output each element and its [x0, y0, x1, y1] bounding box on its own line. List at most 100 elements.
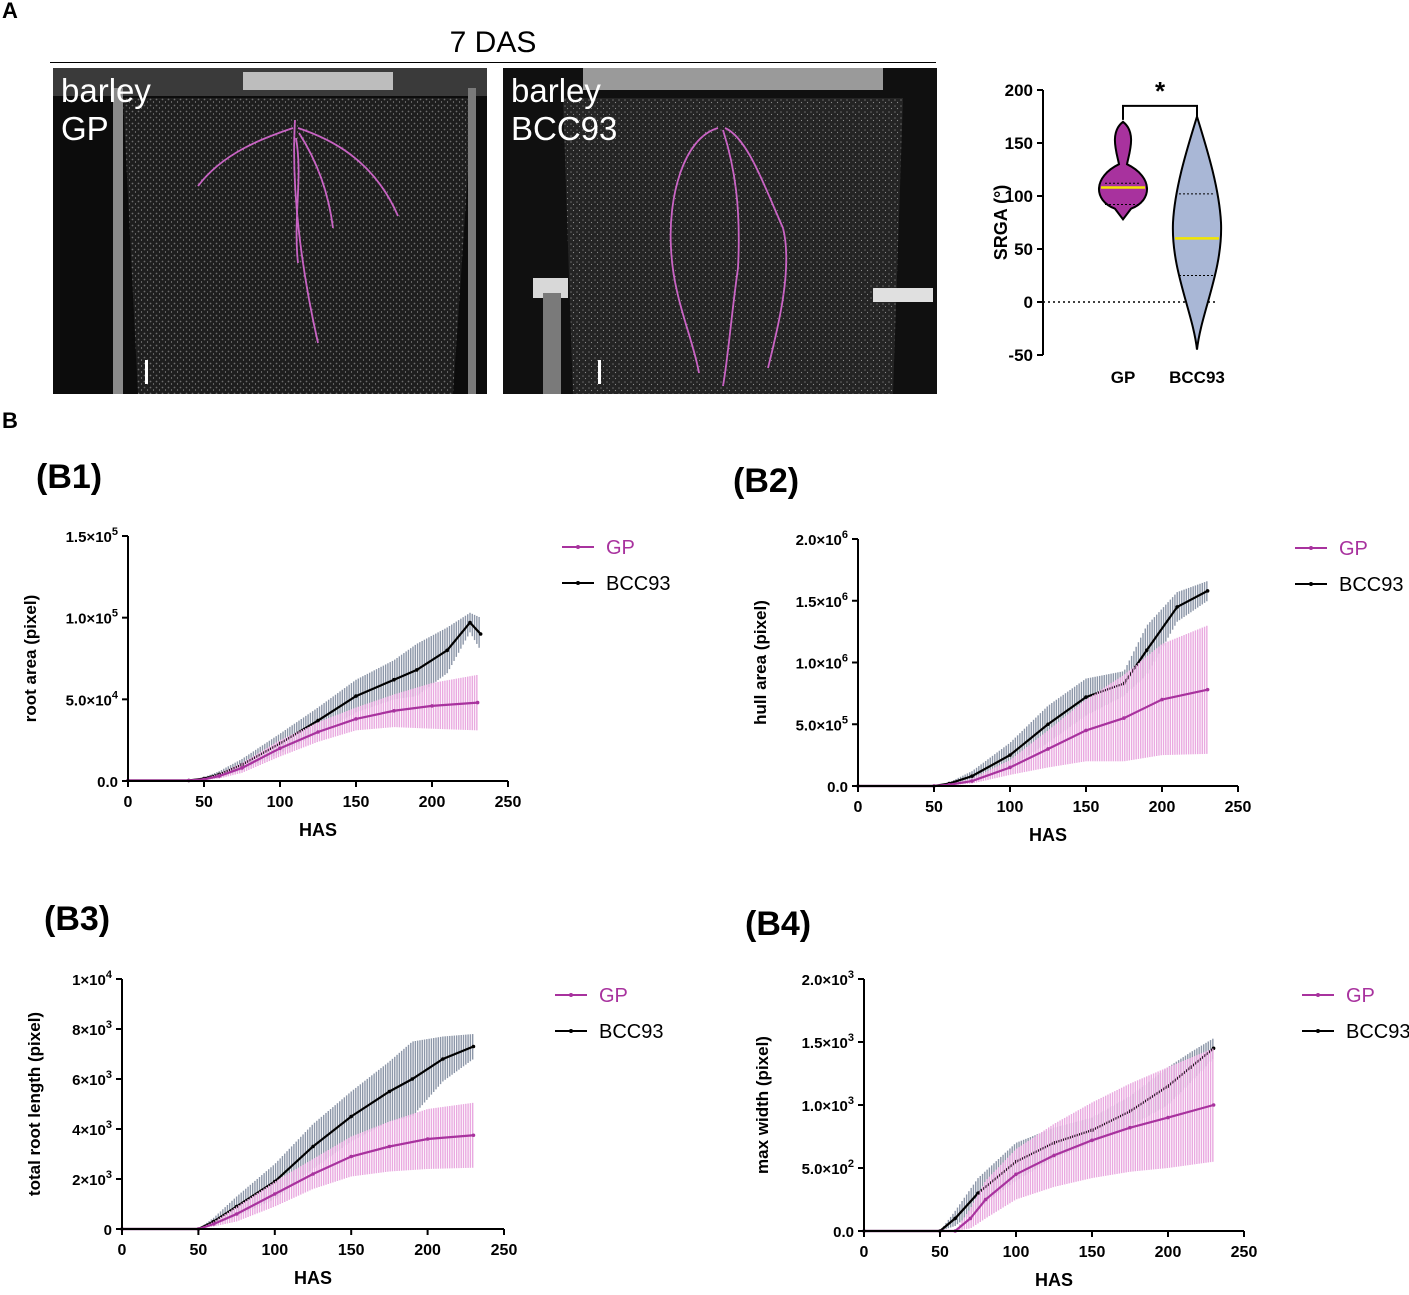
x-tick-label: 200 — [1149, 799, 1176, 816]
series-bcc93-point — [1205, 589, 1210, 593]
series-gp-point — [425, 1137, 430, 1141]
y-axis-label: total root length (pixel) — [25, 1012, 44, 1196]
violin-y-tick-label: -50 — [1008, 346, 1033, 365]
series-gp-point — [968, 1216, 973, 1221]
y-tick-label: 0.0 — [833, 1224, 854, 1241]
y-tick-label: 5.0×102 — [802, 1158, 854, 1178]
x-tick-label: 200 — [419, 794, 446, 811]
y-tick-label: 5.0×104 — [66, 689, 119, 709]
series-gp-point — [1128, 1125, 1132, 1130]
violin-y-tick-label: 200 — [1005, 81, 1033, 100]
y-tick-label: 2.0×103 — [802, 969, 854, 989]
photo-bcc93-image — [503, 68, 937, 394]
x-tick-label: 250 — [491, 1242, 518, 1259]
timepoint-bracket-line — [50, 62, 936, 63]
series-gp-point — [349, 1154, 354, 1159]
hull-area-chart: 0 50 100 150 200 250 0.0 5.0×105 1.0×106 1.5×106 2… — [751, 529, 1403, 845]
series-gp-point — [211, 1222, 216, 1226]
photo-bcc93-label-line2: BCC93 — [511, 110, 618, 147]
x-tick-label: 50 — [195, 794, 213, 811]
series-gp-errorbars — [934, 625, 1208, 786]
legend-marker — [569, 993, 573, 997]
x-axis-label: HAS — [299, 820, 337, 840]
y-tick-label: 1.5×106 — [796, 591, 848, 611]
photo-gp-label-line2: GP — [61, 110, 109, 147]
series-gp-point — [387, 1144, 392, 1149]
x-tick-label: 250 — [1225, 799, 1252, 816]
series-gp-errorbars — [956, 1048, 1214, 1231]
series-gp-point — [1084, 728, 1088, 733]
photo-gp-label-line1: barley — [61, 72, 151, 109]
violin-y-tick-label: 0 — [1024, 293, 1033, 312]
x-tick-label: 0 — [854, 799, 863, 816]
series-bcc93-point — [410, 1077, 415, 1081]
series-gp-point — [983, 1197, 988, 1202]
legend-marker — [576, 581, 580, 585]
legend-label: BCC93 — [1339, 574, 1403, 596]
violin-y-tick-label: 150 — [1005, 134, 1033, 153]
b3-label: (B3) — [44, 900, 111, 938]
series-gp-point — [278, 746, 282, 751]
y-tick-label: 1×104 — [72, 969, 113, 989]
series-gp-line — [128, 701, 478, 782]
series-gp-point — [1052, 1153, 1056, 1158]
x-axis-label: HAS — [294, 1268, 332, 1288]
series-gp-errorbars — [199, 1102, 474, 1229]
y-tick-label: 0.0 — [827, 779, 848, 796]
violin-y-tick-label: 100 — [1005, 187, 1033, 206]
significance-marker: * — [1155, 76, 1166, 106]
panel-a-letter: A — [2, 0, 18, 23]
series-gp-point — [1046, 747, 1050, 751]
series-bcc93-point — [468, 620, 472, 625]
x-tick-label: 100 — [1003, 1244, 1030, 1261]
y-tick-label: 1.0×103 — [802, 1095, 854, 1115]
x-tick-label: 50 — [931, 1244, 949, 1261]
legend-label: BCC93 — [1346, 1021, 1409, 1043]
series-gp-point — [1008, 765, 1012, 770]
violin-x-tick-label: GP — [1111, 368, 1136, 387]
series-gp-point — [354, 717, 358, 721]
violin-y-axis-label: SRGA (°) — [991, 185, 1011, 261]
x-tick-label: 100 — [267, 794, 294, 811]
series-bcc93-point — [976, 1191, 980, 1195]
legend-marker — [1309, 582, 1313, 586]
legend-label: BCC93 — [606, 573, 670, 595]
photo-bcc93-label-line1: barley — [511, 72, 601, 109]
series-bcc93-point — [316, 718, 320, 723]
violin-gp-body — [1098, 120, 1148, 221]
series-gp-point — [234, 1212, 239, 1216]
y-tick-label: 1.0×105 — [66, 608, 118, 628]
legend-marker — [1316, 1029, 1320, 1033]
series-bcc93-point — [1145, 648, 1149, 652]
violin-bcc93-body — [1171, 113, 1223, 350]
legend-marker — [576, 545, 580, 549]
series-gp-point — [1122, 716, 1126, 720]
series-bcc93-line — [122, 1045, 474, 1231]
x-axis-label: HAS — [1029, 825, 1067, 845]
series-bcc93-point — [478, 632, 483, 636]
series-bcc93-point — [354, 694, 358, 698]
series-gp-line — [122, 1134, 474, 1231]
srga-violin-chart: -50 0 50 100 150 200 SRGA (°) GP BCC93 * — [991, 76, 1225, 387]
max-width-chart: 0 50 100 150 200 250 0.0 5.0×102 1.0×103 1.5×103 2… — [753, 969, 1409, 1290]
x-tick-label: 0 — [860, 1244, 869, 1261]
series-bcc93-point — [1046, 722, 1050, 727]
y-tick-label: 5.0×105 — [796, 714, 848, 734]
x-tick-label: 250 — [1231, 1244, 1258, 1261]
series-gp-point — [1205, 687, 1210, 692]
x-tick-label: 100 — [261, 1242, 288, 1259]
series-gp-point — [970, 779, 974, 783]
series-gp-point — [316, 730, 320, 734]
legend-label: GP — [606, 537, 635, 559]
series-bcc93-point — [392, 677, 396, 682]
photo-bcc93-label: barley BCC93 — [511, 72, 617, 148]
violin-x-tick-label: BCC93 — [1169, 368, 1225, 387]
series-bcc93-point — [970, 774, 974, 778]
y-tick-label: 0 — [104, 1222, 112, 1239]
series-bcc93-point — [311, 1144, 315, 1149]
series-gp-point — [1014, 1172, 1018, 1177]
series-bcc93-point — [471, 1044, 476, 1049]
b4-label: (B4) — [745, 905, 812, 943]
series-bcc93-point — [1008, 753, 1012, 757]
total-root-length-chart: 0 50 100 150 200 250 0 2×103 4×103 6×103 8×103 1×10… — [25, 969, 663, 1288]
